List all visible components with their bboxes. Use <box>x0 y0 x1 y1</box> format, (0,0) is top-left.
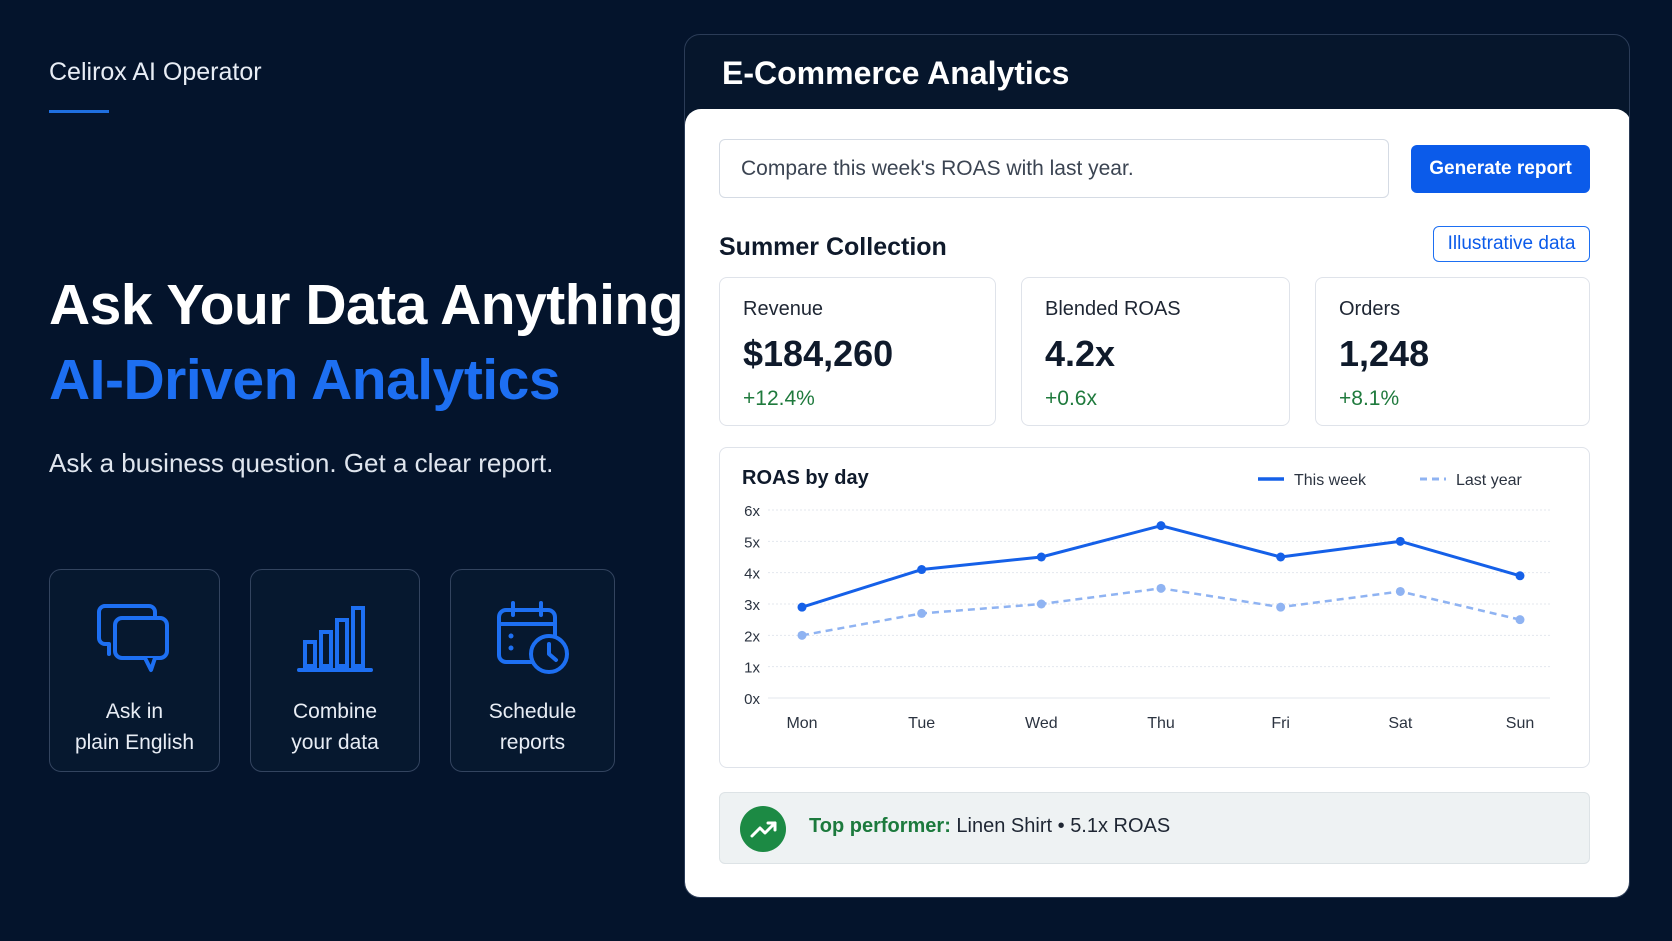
roas-chart-card: ROAS by day 0x 1x 2x 3x 4x 5x 6x Mon Tue Wed Thu Fri… <box>719 447 1590 768</box>
top-performer-metric: 5.1x ROAS <box>1070 815 1171 837</box>
x-tick-label: Sat <box>1388 715 1413 732</box>
feature-label: Schedule reports <box>488 700 577 754</box>
data-point <box>1036 599 1046 609</box>
feature-label: Ask in plain English <box>74 700 195 754</box>
top-performer-product: Linen Shirt <box>956 815 1053 837</box>
chat-bubbles-icon <box>96 604 169 672</box>
y-tick-label: 0x <box>744 691 760 708</box>
search-input[interactable]: Compare this week's ROAS with last year. <box>719 139 1389 198</box>
feature-card-ask: Ask in plain English <box>49 569 220 772</box>
data-point <box>1515 571 1525 581</box>
hero-headline-accent: AI-Driven Analytics <box>49 348 561 412</box>
kpi-label: Orders <box>1339 298 1401 320</box>
separator-dot: • <box>1057 815 1065 837</box>
hero-subtitle: Ask a business question. Get a clear rep… <box>49 448 554 478</box>
data-point <box>1036 552 1046 562</box>
feature-card-combine: Combine your data <box>250 569 420 772</box>
data-point <box>1395 536 1405 546</box>
x-tick-label: Sun <box>1506 715 1534 732</box>
top-performer-bar: Top performer: Linen Shirt • 5.1x ROAS <box>719 792 1590 864</box>
kpi-value: 4.2x <box>1045 333 1116 374</box>
generate-report-button[interactable]: Generate report <box>1411 145 1590 193</box>
kpi-card-orders: Orders 1,248 +8.1% <box>1315 277 1590 426</box>
panel-body: Compare this week's ROAS with last year.… <box>685 109 1629 897</box>
data-point <box>1276 602 1286 612</box>
data-point <box>1156 583 1166 593</box>
x-tick-label: Thu <box>1147 715 1175 732</box>
illustrative-data-badge: Illustrative data <box>1433 226 1590 262</box>
roas-line-chart: ROAS by day 0x 1x 2x 3x 4x 5x 6x Mon Tue Wed Thu Fri… <box>742 467 1550 732</box>
legend-label: This week <box>1294 472 1367 489</box>
section-title: Summer Collection <box>719 233 947 261</box>
data-point <box>797 630 807 640</box>
data-point <box>917 608 927 618</box>
top-performer-text: Top performer: Linen Shirt • 5.1x ROAS <box>809 815 1170 838</box>
data-point <box>917 565 927 575</box>
bar-chart-icon <box>297 606 373 672</box>
data-point <box>1156 521 1166 531</box>
kpi-value: 1,248 <box>1339 333 1430 374</box>
brand-name: Celirox AI Operator <box>49 58 262 86</box>
chart-title: ROAS by day <box>742 467 870 489</box>
y-tick-label: 3x <box>744 597 760 614</box>
brand-underline <box>49 110 109 113</box>
analytics-panel: E-Commerce Analytics Compare this week's… <box>684 34 1630 898</box>
kpi-value: $184,260 <box>743 333 894 374</box>
data-point <box>1395 586 1405 596</box>
kpi-delta: +8.1% <box>1339 387 1400 410</box>
kpi-label: Revenue <box>743 298 824 320</box>
trending-up-icon <box>740 806 786 852</box>
feature-label: Combine your data <box>291 700 379 754</box>
calendar-clock-icon <box>496 601 569 674</box>
top-performer-label: Top performer: <box>809 815 951 837</box>
data-point <box>1515 615 1525 625</box>
panel-title: E-Commerce Analytics <box>722 55 1070 91</box>
feature-card-schedule: Schedule reports <box>450 569 615 772</box>
y-tick-label: 1x <box>744 660 760 677</box>
x-tick-label: Tue <box>908 715 935 732</box>
legend-label: Last year <box>1456 472 1522 489</box>
kpi-label: Blended ROAS <box>1045 298 1181 320</box>
data-point <box>797 602 807 612</box>
kpi-card-roas: Blended ROAS 4.2x +0.6x <box>1021 277 1290 426</box>
kpi-card-revenue: Revenue $184,260 +12.4% <box>719 277 996 426</box>
y-tick-label: 5x <box>744 534 760 551</box>
y-tick-label: 4x <box>744 566 760 583</box>
x-tick-label: Fri <box>1271 715 1290 732</box>
y-tick-label: 2x <box>744 628 760 645</box>
x-tick-label: Mon <box>786 715 817 732</box>
series-line-last-year <box>801 587 1521 637</box>
x-tick-label: Wed <box>1025 715 1058 732</box>
kpi-delta: +0.6x <box>1045 387 1097 410</box>
data-point <box>1276 552 1286 562</box>
hero-headline: Ask Your Data Anything <box>49 273 684 337</box>
y-tick-label: 6x <box>744 503 760 520</box>
kpi-delta: +12.4% <box>743 387 815 410</box>
